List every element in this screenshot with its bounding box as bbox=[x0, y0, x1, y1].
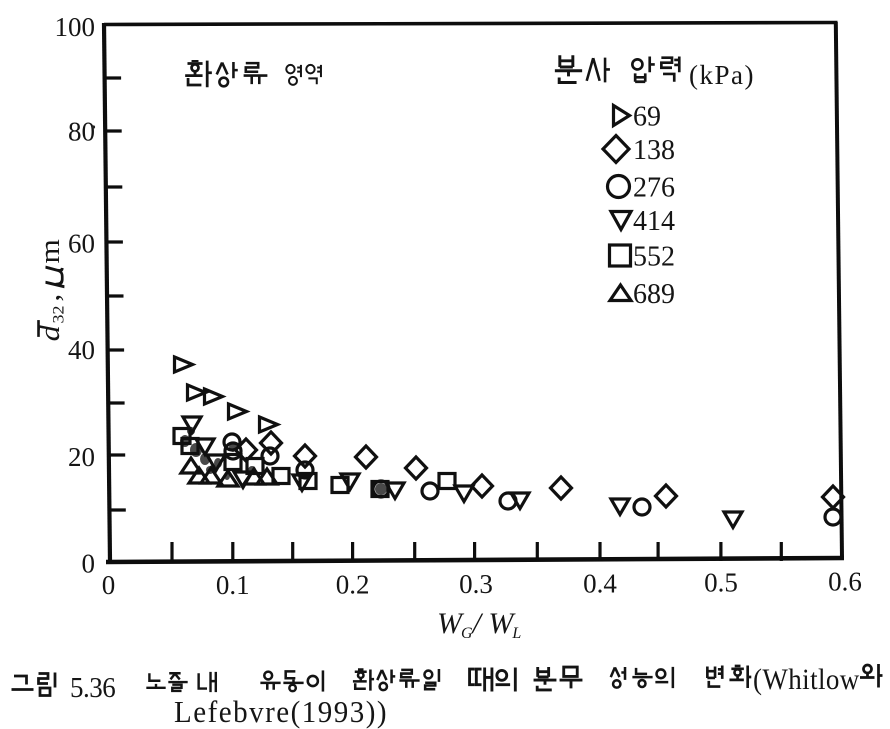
svg-text:5.36: 5.36 bbox=[70, 672, 116, 704]
svg-text:100: 100 bbox=[55, 12, 96, 42]
svg-text:0.5: 0.5 bbox=[704, 568, 738, 598]
svg-text:0: 0 bbox=[82, 549, 96, 579]
svg-text:m: m bbox=[35, 239, 65, 263]
svg-text:Lefebvre(1993)): Lefebvre(1993)) bbox=[174, 696, 388, 729]
svg-text:32: 32 bbox=[49, 306, 67, 324]
svg-text:40: 40 bbox=[68, 335, 95, 365]
svg-text:276: 276 bbox=[633, 173, 675, 204]
svg-text:0.6: 0.6 bbox=[828, 567, 862, 597]
svg-text:0.3: 0.3 bbox=[459, 569, 493, 599]
svg-text:552: 552 bbox=[633, 242, 675, 273]
svg-text:20: 20 bbox=[68, 442, 95, 472]
svg-text:0.1: 0.1 bbox=[216, 570, 250, 600]
svg-text:138: 138 bbox=[633, 135, 675, 166]
svg-text:414: 414 bbox=[633, 206, 675, 237]
svg-text:d: d bbox=[34, 324, 66, 341]
svg-text:60: 60 bbox=[68, 229, 95, 259]
svg-text:WG/ WL: WG/ WL bbox=[437, 607, 521, 642]
svg-text:0.4: 0.4 bbox=[583, 569, 617, 599]
svg-text:0.2: 0.2 bbox=[336, 570, 370, 600]
svg-text:(kPa): (kPa) bbox=[689, 60, 755, 90]
svg-text:(Whitlow: (Whitlow bbox=[753, 664, 860, 696]
svg-text:69: 69 bbox=[633, 102, 661, 133]
svg-text:,: , bbox=[35, 294, 65, 302]
svg-text:689: 689 bbox=[633, 279, 675, 310]
svg-text:0: 0 bbox=[102, 570, 116, 600]
svg-text:80: 80 bbox=[68, 117, 95, 147]
